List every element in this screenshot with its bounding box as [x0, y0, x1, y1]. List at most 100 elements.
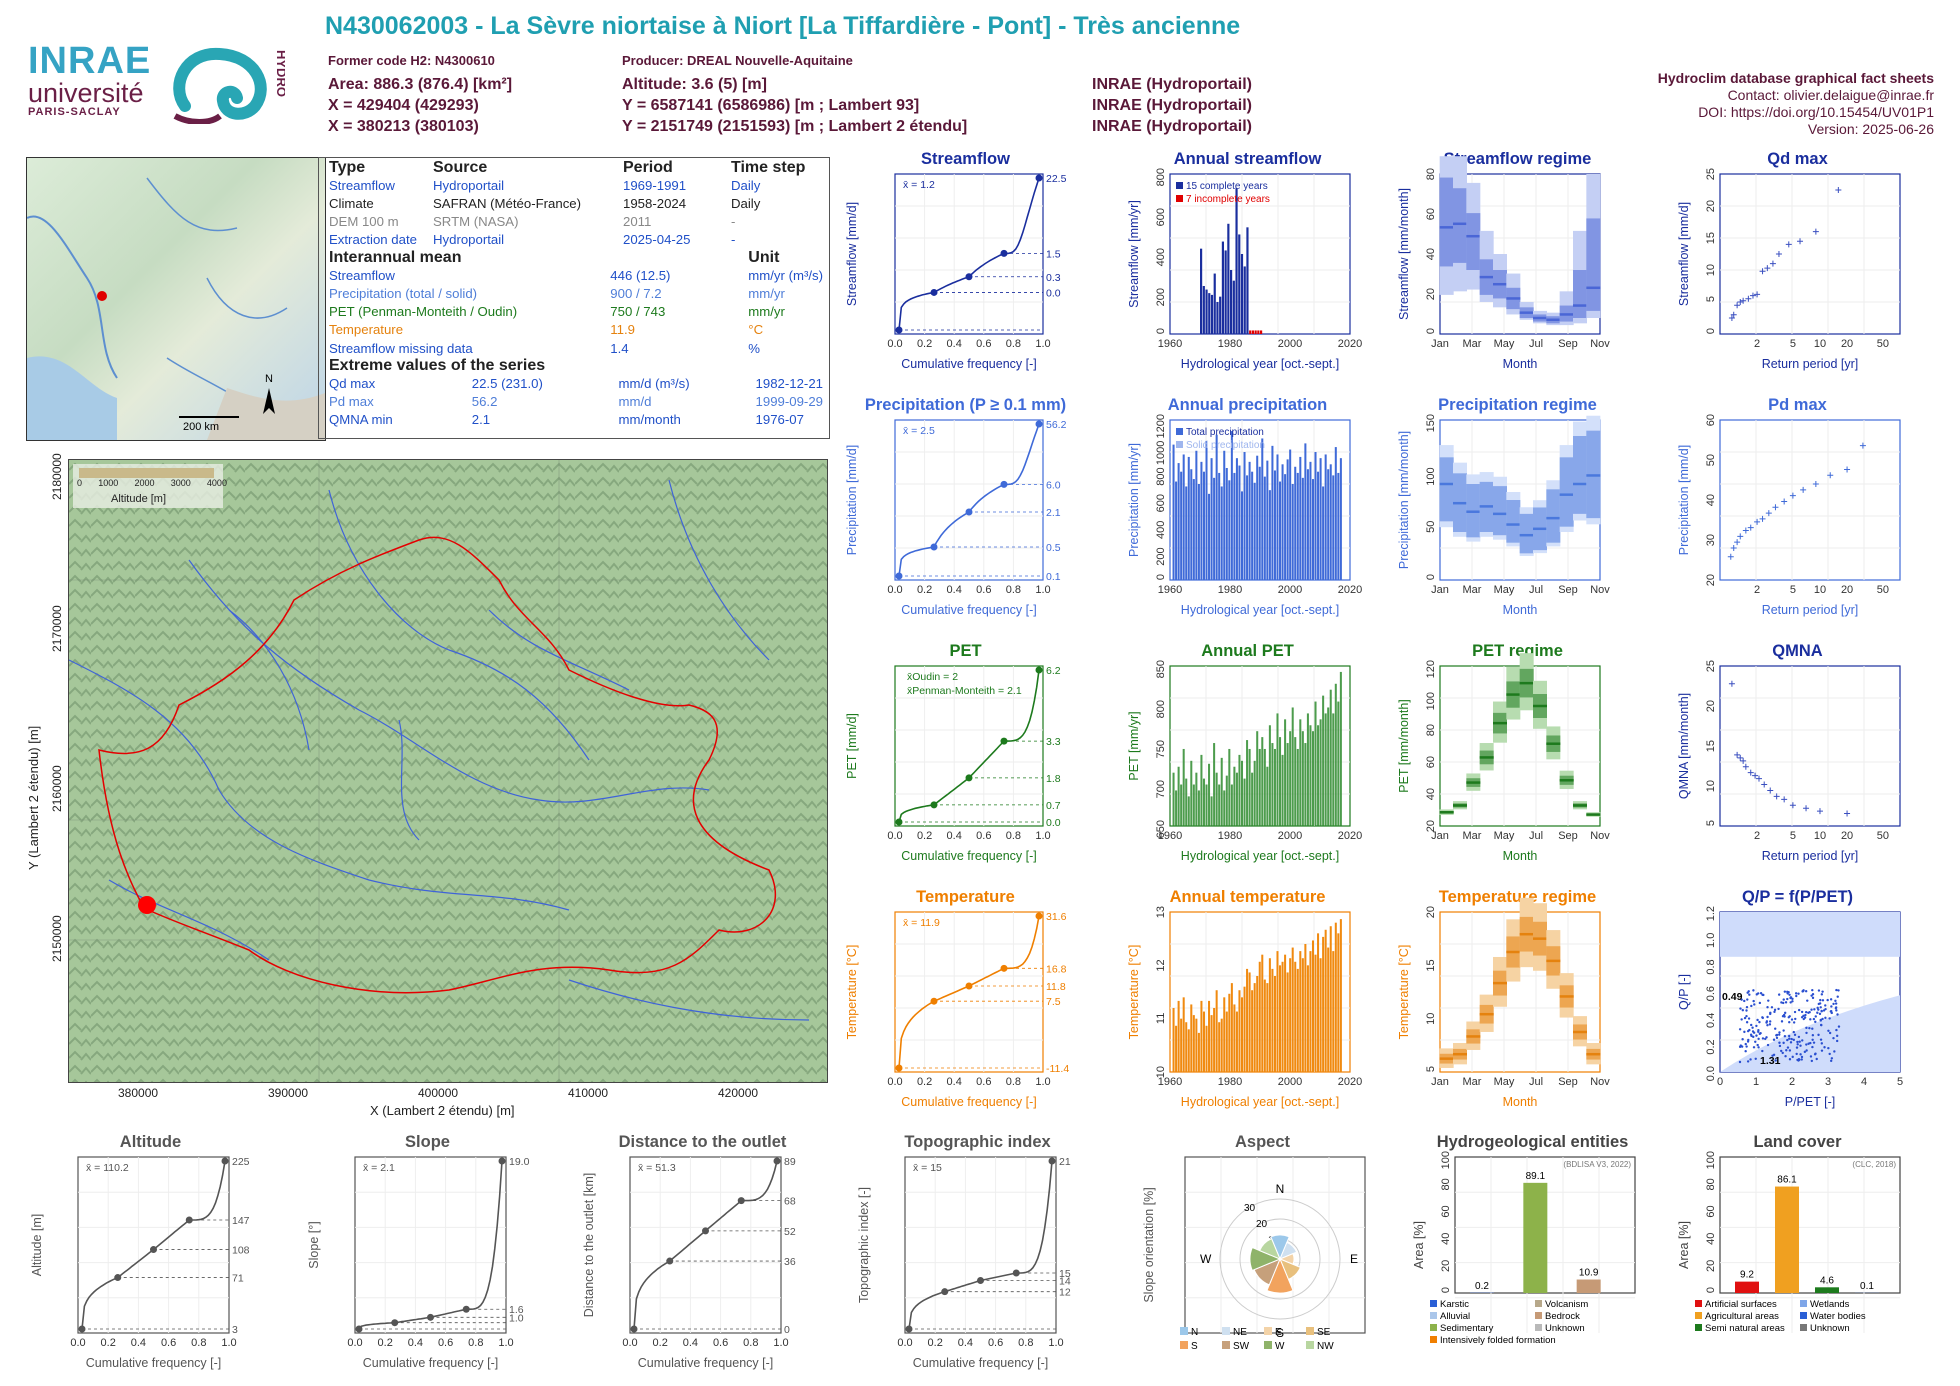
x-axis-label: Cumulative frequency [-]: [86, 1356, 221, 1370]
axis-tick-label: 50: [1877, 338, 1889, 350]
axis-tick-label: 2000: [1278, 830, 1302, 842]
quantile-label: 6.2: [1046, 665, 1061, 677]
bar: [1175, 1025, 1178, 1072]
scatter-point: [1791, 1055, 1794, 1059]
scatter-point: [1828, 1017, 1831, 1020]
bar-value-label: 89.1: [1526, 1171, 1546, 1182]
plot-frame: [1719, 173, 1901, 335]
scatter-point: [1811, 1045, 1814, 1049]
north-arrow-icon: [263, 388, 275, 414]
axis-tick-label: 10: [1155, 1066, 1167, 1078]
legend-label: Artificial surfaces: [1705, 1299, 1777, 1310]
scatter-point: [1752, 989, 1755, 992]
scatter-point: [1754, 1057, 1757, 1060]
regime-inner-box: [1573, 270, 1587, 318]
bar: [1205, 1025, 1208, 1072]
axis-tick-label: 750: [1155, 740, 1167, 758]
return-period-point: [1789, 802, 1796, 809]
chart-qd-max: Qd max Return period [yr] Streamflow [mm/d…: [1675, 150, 1920, 372]
axis-tick-label: Sep: [1558, 1076, 1578, 1088]
quantile-label: 3.3: [1046, 736, 1061, 748]
scatter-point: [1778, 1033, 1781, 1036]
source-label: (BDLISA V3, 2022): [1563, 1160, 1631, 1169]
legend-swatch: [1800, 1300, 1807, 1307]
aspect-sector: [1270, 1234, 1290, 1261]
axis-tick-label: 0: [1717, 1076, 1723, 1088]
chart-svg: Return period [yr]QMNA [mm/month]2 5 10 20 5…: [1677, 660, 1901, 863]
axis-tick-label: 200: [1155, 288, 1167, 306]
bar: [1202, 286, 1205, 334]
scatter-point: [1790, 1018, 1794, 1021]
axis-tick-label: 1.0: [1035, 584, 1050, 596]
bar: [1210, 796, 1213, 826]
scatter-point: [1835, 1039, 1839, 1043]
return-period-point: [1797, 238, 1804, 245]
page-title: N430062003 - La Sèvre niortaise à Niort …: [325, 12, 1241, 40]
bar: [1301, 731, 1304, 826]
quantile-label: 56.2: [1046, 419, 1067, 431]
x-axis-label: Cumulative frequency [-]: [901, 357, 1036, 371]
bigmap-xlabel: X (Lambert 2 étendu) [m]: [370, 1103, 515, 1118]
y-axis-label: Area [%]: [1412, 1221, 1426, 1269]
axis-tick-label: Jan: [1431, 584, 1449, 596]
scatter-point: [1811, 1038, 1814, 1041]
axis-tick-label: 0.8: [191, 1337, 206, 1349]
scatter-point: [1801, 989, 1805, 993]
bar: [1177, 1000, 1180, 1072]
bar: [1205, 784, 1208, 826]
axis-tick-label: 0: [1155, 328, 1167, 334]
axis-tick-label: 13: [1155, 906, 1167, 918]
chart-streamflow-cdf: Streamflow Cumulative frequency [-] Stream…: [843, 150, 1088, 372]
cell: 1982-12-21: [755, 376, 823, 392]
scatter-point: [1808, 1011, 1811, 1014]
cell: DEM 100 m: [329, 214, 399, 230]
bigmap-ylabel: Y (Lambert 2 étendu) [m]: [26, 725, 41, 870]
plot-frame: [1719, 419, 1901, 581]
chart-temp-cdf: Temperature Cumulative frequency [-] Tempe…: [843, 888, 1088, 1110]
source-3: INRAE (Hydroportail): [1092, 118, 1252, 135]
return-period-point: [1759, 515, 1766, 522]
axis-tick-label: 0.2: [378, 1337, 393, 1349]
bar: [1205, 440, 1208, 580]
scatter-point: [1804, 1013, 1807, 1017]
axis-tick-label: 150: [1425, 414, 1437, 432]
chart-svg: Cumulative frequency [-] Temperature [°C]…: [845, 911, 1069, 1109]
axis-tick-label: 60: [1440, 1205, 1452, 1217]
quantile-label: 2.1: [1046, 507, 1061, 519]
scatter-point: [1774, 1059, 1777, 1062]
scatter-point: [1806, 999, 1809, 1002]
y-axis-label: Streamflow [mm/d]: [1677, 202, 1691, 306]
chart-svg: Cumulative frequency [-] Altitude [m] 225 1…: [30, 1156, 250, 1370]
bar: [1228, 748, 1231, 826]
bar: [1190, 760, 1193, 826]
axis-tick-label: 0.4: [947, 830, 962, 842]
scatter-point: [1768, 1023, 1772, 1026]
quantile-label: 21: [1059, 1156, 1071, 1168]
scatter-point: [1809, 1055, 1813, 1058]
axis-tick-label: 0.4: [958, 1337, 973, 1349]
scatter-point: [1803, 1050, 1807, 1054]
bar: [1202, 471, 1205, 580]
bar: [1200, 1000, 1203, 1072]
bigmap-ytick: 2160000: [50, 765, 64, 812]
scatter-point: [1775, 1033, 1779, 1037]
scatter-point: [1764, 1037, 1767, 1041]
scatter-point: [1778, 1044, 1782, 1048]
legend-label: E: [1275, 1327, 1282, 1338]
scatter-point: [1773, 1008, 1777, 1012]
bar: [1286, 459, 1289, 580]
axis-tick-label: 0.8: [743, 1337, 758, 1349]
axis-tick-label: 0.6: [988, 1337, 1003, 1349]
scatter-point: [1765, 1021, 1768, 1024]
scatter-point: [1746, 998, 1749, 1001]
bar: [1317, 471, 1320, 580]
return-period-point: [1734, 751, 1741, 758]
chart-svg: Hydrological year [oct.-sept.] Temperatur…: [1127, 906, 1362, 1109]
chart-svg: Month Streamflow [mm/month] Jan Mar May Jul Se…: [1397, 156, 1610, 371]
interannual-title: Interannual mean: [329, 249, 462, 267]
scatter-point: [1799, 1044, 1802, 1047]
mean-label: x̄Penman-Monteith = 2.1: [907, 685, 1022, 697]
axis-tick-label: 1000: [1155, 441, 1167, 465]
return-period-point: [1835, 187, 1842, 193]
bar: [1309, 461, 1312, 580]
